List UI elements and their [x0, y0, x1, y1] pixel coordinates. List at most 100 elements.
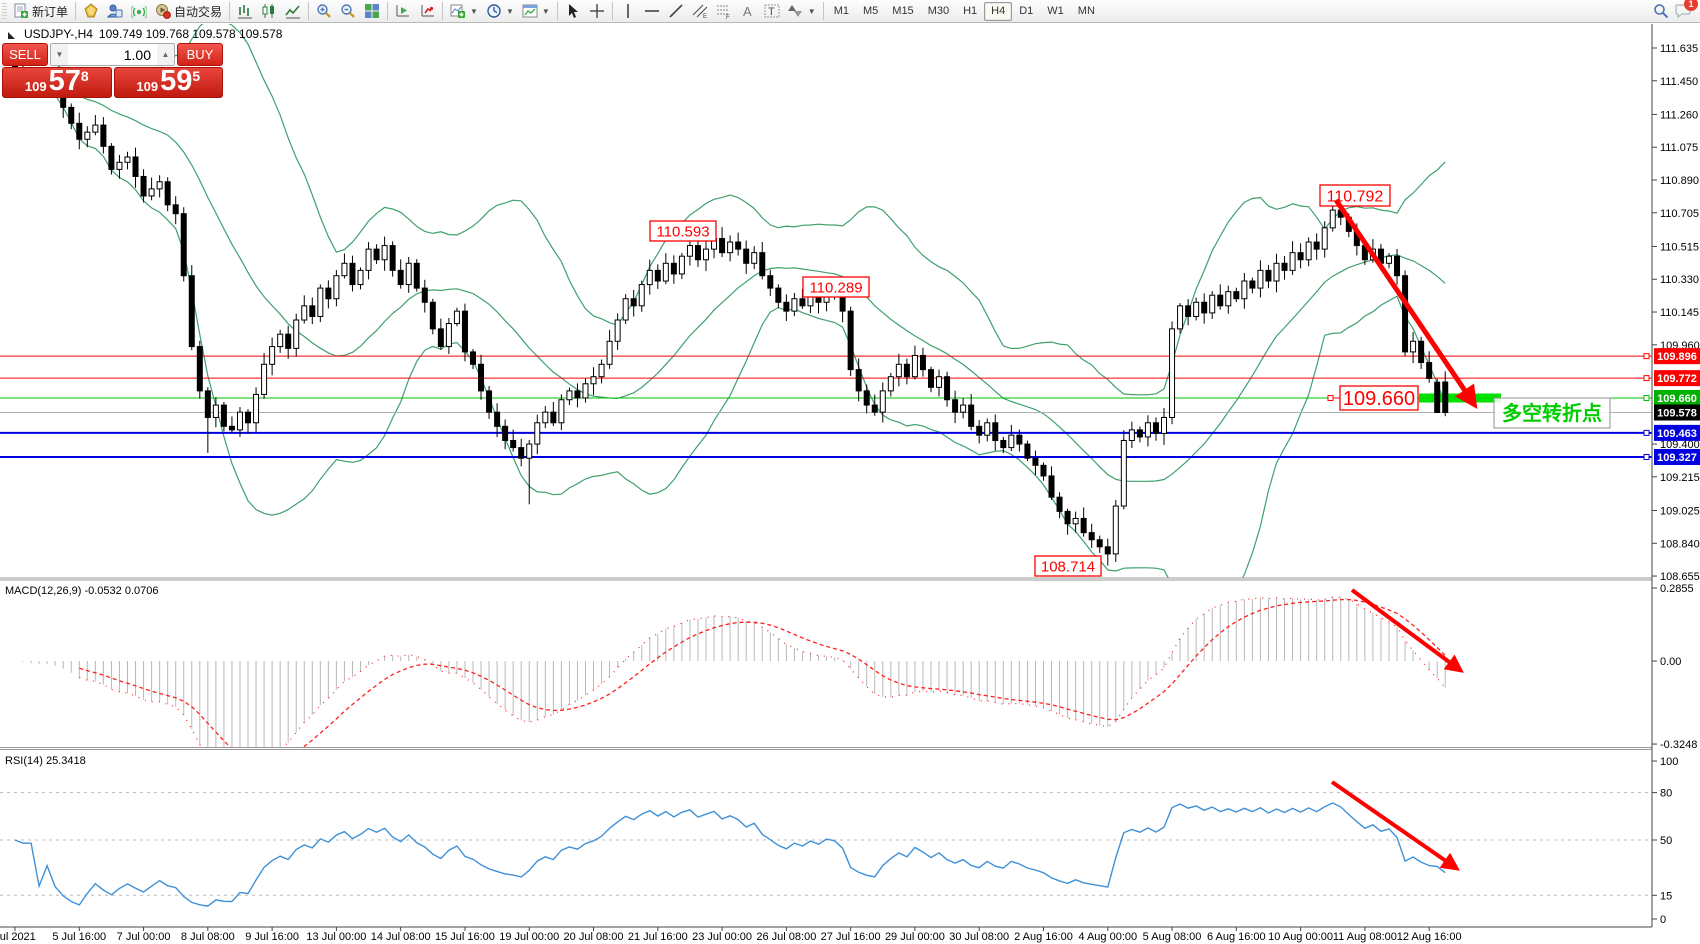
- price-annotation[interactable]: 110.593: [649, 220, 717, 242]
- candlestick-chart-button[interactable]: [257, 1, 281, 21]
- svg-text:5 Aug 08:00: 5 Aug 08:00: [1143, 931, 1202, 943]
- trendline-tool[interactable]: [664, 1, 688, 21]
- crosshair-tool-button[interactable]: [585, 1, 609, 21]
- zoom-in-icon: [317, 4, 331, 18]
- channel-tool[interactable]: E: [688, 1, 712, 21]
- timeframe-mn[interactable]: MN: [1077, 5, 1095, 17]
- svg-text:109.660: 109.660: [1657, 393, 1697, 405]
- zoom-in-button[interactable]: [312, 1, 336, 21]
- timeframe-m30[interactable]: M30: [927, 5, 950, 17]
- chart-shift-icon: [396, 5, 410, 17]
- separator: [308, 2, 310, 20]
- templates-button[interactable]: ▼: [518, 1, 554, 21]
- ohlc-values: 109.749 109.768 109.578 109.578: [98, 27, 283, 41]
- macd-label: MACD(12,26,9) -0.0532 0.0706: [5, 585, 158, 597]
- bar-chart-button[interactable]: [233, 1, 257, 21]
- notifications-button[interactable]: 1: [1675, 0, 1698, 21]
- market-watch-icon: [84, 3, 98, 18]
- timeframe-d1[interactable]: D1: [1019, 5, 1034, 17]
- text-label-tool[interactable]: T: [760, 1, 784, 21]
- fibonacci-tool[interactable]: F: [712, 1, 736, 21]
- autotrading-label: 自动交易: [174, 4, 223, 19]
- search-icon[interactable]: [1653, 3, 1669, 19]
- text-tool[interactable]: A: [736, 1, 760, 21]
- zoom-out-button[interactable]: [336, 1, 360, 21]
- volume-up-button[interactable]: ▲: [157, 44, 174, 65]
- clock-icon: [487, 4, 501, 18]
- svg-text:109.400: 109.400: [1660, 439, 1700, 451]
- price-annotation[interactable]: 109.660: [1327, 385, 1419, 411]
- trend-arrow[interactable]: [1350, 588, 1464, 673]
- vertical-line-tool[interactable]: [616, 1, 640, 21]
- sell-button[interactable]: SELL: [2, 43, 48, 66]
- signals-button[interactable]: [127, 1, 151, 21]
- sell-price-small: 109: [24, 78, 47, 94]
- svg-text:9 Jul 16:00: 9 Jul 16:00: [245, 931, 299, 943]
- volume-down-button[interactable]: ▼: [51, 44, 68, 65]
- auto-scroll-button[interactable]: [415, 1, 439, 21]
- price-tag: 109.660: [1654, 389, 1700, 406]
- svg-text:109.660: 109.660: [1343, 388, 1415, 410]
- shapes-tool[interactable]: ▼: [784, 1, 820, 21]
- price-annotation[interactable]: 108.714: [1034, 555, 1102, 577]
- trendline-icon: [669, 4, 683, 18]
- svg-text:109.578: 109.578: [1657, 408, 1697, 420]
- svg-text:27 Jul 16:00: 27 Jul 16:00: [821, 931, 881, 943]
- vertical-line-icon: [626, 4, 629, 18]
- line-chart-button[interactable]: [281, 1, 305, 21]
- timeframe-m5[interactable]: M5: [863, 5, 879, 17]
- add-indicator-button[interactable]: ▼: [446, 1, 482, 21]
- svg-text:7 Jul 00:00: 7 Jul 00:00: [117, 931, 171, 943]
- channel-icon: E: [692, 4, 708, 19]
- svg-text:15 Jul 16:00: 15 Jul 16:00: [435, 931, 495, 943]
- tile-windows-button[interactable]: [360, 1, 384, 21]
- svg-text:110.515: 110.515: [1660, 241, 1699, 253]
- market-watch-button[interactable]: [79, 1, 103, 21]
- svg-text:50: 50: [1660, 835, 1672, 847]
- notification-badge: 1: [1684, 0, 1698, 11]
- sell-price-panel[interactable]: 109 57 8: [2, 67, 112, 98]
- fibonacci-icon: F: [716, 5, 730, 19]
- timeframe-h1[interactable]: H1: [963, 5, 978, 17]
- autotrading-button[interactable]: 自动交易: [151, 1, 226, 21]
- cursor-tool-button[interactable]: [561, 1, 585, 21]
- sell-price-big: 57: [48, 65, 81, 98]
- svg-text:11 Aug 08:00: 11 Aug 08:00: [1333, 931, 1397, 943]
- timeframe-m1[interactable]: M1: [833, 5, 849, 17]
- trend-arrow[interactable]: [1330, 780, 1460, 871]
- buy-button[interactable]: BUY: [177, 43, 223, 66]
- price-annotation[interactable]: 110.289: [802, 276, 870, 298]
- horizontal-line-tool[interactable]: [640, 1, 664, 21]
- text-icon: A: [743, 4, 752, 19]
- symbol-period: USDJPY-,H4: [24, 27, 93, 41]
- note-label[interactable]: 多空转折点: [1493, 397, 1611, 429]
- svg-text:111.450: 111.450: [1660, 76, 1698, 88]
- svg-text:23 Jul 00:00: 23 Jul 00:00: [692, 931, 752, 943]
- data-window-button[interactable]: [103, 1, 127, 21]
- buy-price-panel[interactable]: 109 59 5: [113, 67, 223, 98]
- timeframe-w1[interactable]: W1: [1047, 5, 1064, 17]
- svg-text:0.2855: 0.2855: [1660, 583, 1694, 595]
- svg-text:26 Jul 08:00: 26 Jul 08:00: [756, 931, 816, 943]
- trend-arrow[interactable]: [1333, 198, 1478, 409]
- svg-text:2 Aug 16:00: 2 Aug 16:00: [1014, 931, 1073, 943]
- volume-value[interactable]: 1.00: [123, 46, 151, 63]
- svg-text:110.330: 110.330: [1660, 274, 1699, 286]
- svg-text:30 Jul 08:00: 30 Jul 08:00: [949, 931, 1009, 943]
- timeframe-group: M1 M5 M15 M30 H1 H4 D1 W1 MN: [827, 1, 1102, 21]
- timeframe-m15[interactable]: M15: [892, 5, 914, 17]
- periods-button[interactable]: ▼: [482, 1, 518, 21]
- chart-shift-button[interactable]: [391, 1, 415, 21]
- separator: [822, 2, 824, 20]
- price-annotation[interactable]: 110.792: [1319, 184, 1391, 207]
- svg-text:108.714: 108.714: [1041, 558, 1095, 575]
- toolbar-grip[interactable]: [2, 3, 7, 19]
- separator: [442, 2, 444, 20]
- svg-text:110.289: 110.289: [809, 279, 862, 296]
- timeframe-h4[interactable]: H4: [984, 1, 1013, 21]
- cursor-icon: [568, 4, 578, 18]
- price-tag: 109.463: [1654, 424, 1700, 441]
- new-order-button[interactable]: 新订单: [9, 1, 72, 21]
